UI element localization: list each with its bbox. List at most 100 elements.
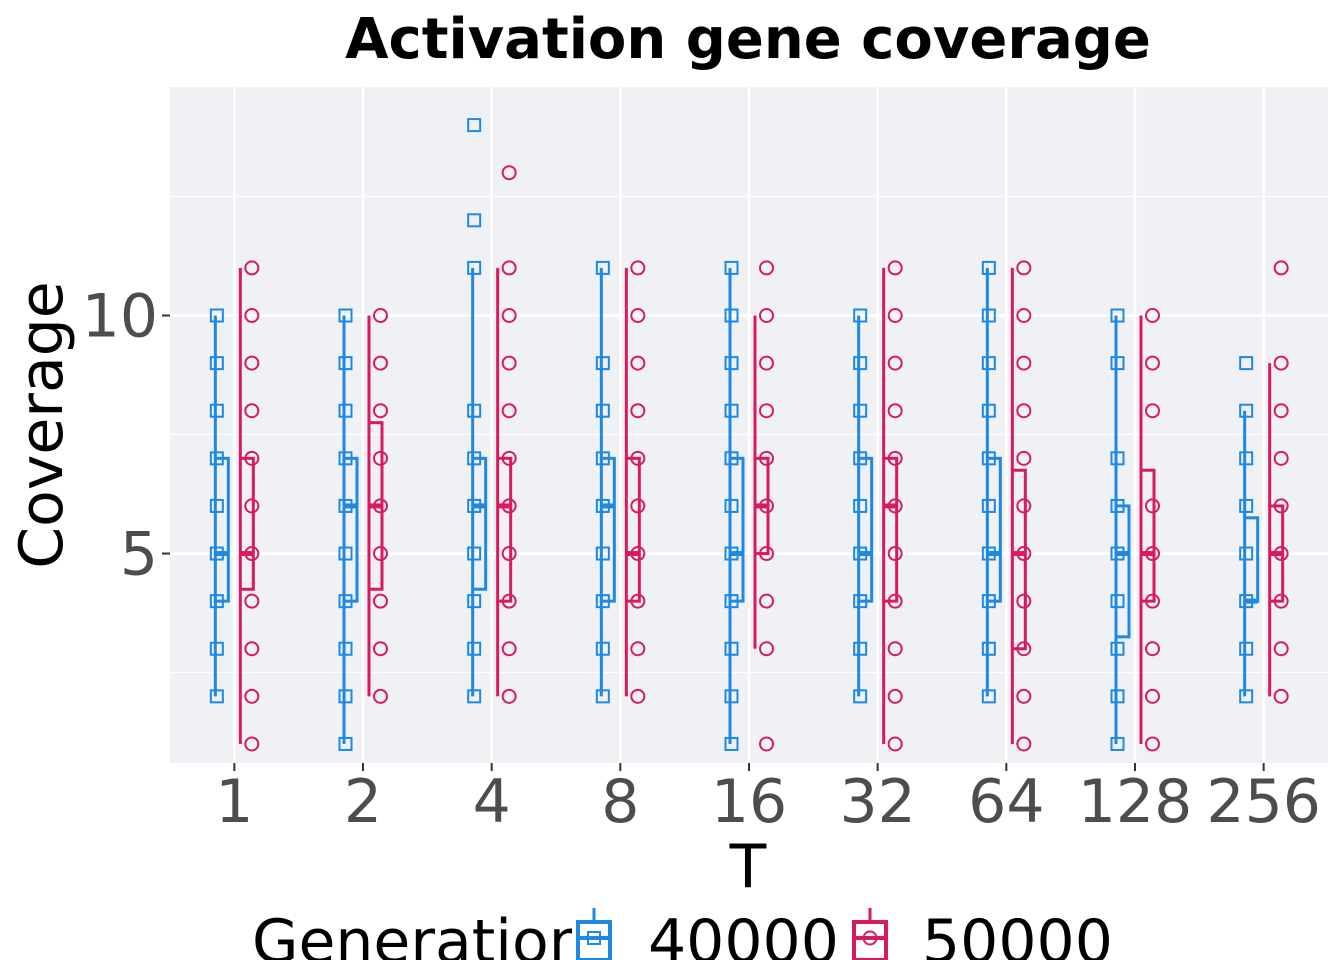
point-40000-4-8 — [467, 213, 482, 228]
point-50000-4-6 — [501, 403, 517, 419]
point-40000-1-5 — [209, 451, 224, 466]
point-40000-128-1 — [1110, 689, 1125, 704]
point-50000-16-7 — [759, 355, 774, 371]
y-tick-label-10: 10 — [82, 282, 158, 352]
point-40000-16-5 — [724, 498, 739, 513]
point-40000-64-2 — [981, 594, 996, 609]
legend-item-40000: 40000 — [572, 907, 839, 960]
point-50000-8-9 — [630, 260, 646, 276]
point-40000-8-8 — [595, 260, 610, 275]
point-40000-128-5 — [1110, 498, 1125, 513]
point-50000-32-5 — [887, 498, 903, 514]
point-40000-64-1 — [981, 641, 996, 656]
point-50000-64-3 — [1016, 593, 1032, 609]
point-40000-2-1 — [338, 689, 353, 704]
point-50000-128-8 — [1145, 308, 1160, 324]
y-tick-label-5: 5 — [120, 520, 158, 590]
point-50000-8-0 — [630, 688, 646, 704]
point-50000-1-3 — [244, 593, 260, 609]
point-40000-16-1 — [724, 689, 739, 704]
x-tick-label-8: 8 — [601, 767, 639, 837]
legend-item-50000: 50000 — [848, 907, 1113, 960]
point-50000-8-3 — [630, 546, 646, 562]
point-50000-2-7 — [373, 355, 388, 371]
point-50000-1-2 — [244, 641, 260, 657]
point-40000-8-1 — [595, 641, 610, 656]
point-40000-16-10 — [724, 260, 739, 275]
point-40000-32-8 — [853, 308, 868, 323]
point-50000-4-7 — [501, 355, 517, 371]
x-tick-label-16: 16 — [711, 767, 787, 837]
point-40000-256-5 — [1239, 451, 1254, 466]
x-tick-label-64: 64 — [968, 767, 1044, 837]
point-50000-64-6 — [1016, 450, 1032, 466]
point-50000-16-3 — [759, 546, 774, 562]
point-40000-64-6 — [981, 403, 996, 418]
point-40000-16-0 — [724, 736, 739, 751]
point-50000-16-4 — [759, 498, 774, 514]
point-40000-32-3 — [853, 546, 868, 561]
point-40000-8-2 — [595, 594, 610, 609]
point-40000-1-4 — [209, 498, 224, 513]
point-40000-256-1 — [1239, 641, 1254, 656]
point-50000-1-0 — [244, 736, 260, 752]
point-40000-2-3 — [338, 594, 353, 609]
point-50000-2-6 — [373, 403, 388, 419]
box-50000-32 — [882, 456, 899, 603]
point-50000-64-4 — [1016, 546, 1032, 562]
point-50000-4-8 — [501, 308, 517, 324]
point-50000-256-1 — [1273, 641, 1289, 657]
point-40000-4-9 — [467, 118, 482, 133]
legend-key-box-40000 — [576, 920, 612, 960]
point-40000-1-8 — [209, 308, 224, 323]
point-50000-64-10 — [1016, 260, 1032, 276]
point-50000-8-7 — [630, 355, 646, 371]
point-50000-4-2 — [501, 593, 517, 609]
point-50000-32-4 — [887, 546, 903, 562]
point-40000-8-4 — [595, 498, 610, 513]
box-50000-4 — [496, 456, 513, 603]
point-40000-32-1 — [853, 641, 868, 656]
point-40000-16-4 — [724, 546, 739, 561]
box-50000-1 — [238, 456, 255, 591]
point-40000-32-2 — [853, 594, 868, 609]
point-40000-64-4 — [981, 498, 996, 513]
point-50000-16-8 — [759, 308, 774, 324]
point-50000-2-3 — [373, 546, 388, 562]
point-40000-256-6 — [1239, 403, 1254, 418]
point-40000-32-5 — [853, 451, 868, 466]
legend-label-40000: 40000 — [648, 907, 839, 960]
point-40000-64-7 — [981, 356, 996, 371]
point-50000-1-1 — [244, 688, 260, 704]
point-40000-256-7 — [1239, 356, 1254, 371]
point-50000-16-9 — [759, 260, 774, 276]
point-50000-32-3 — [887, 593, 903, 609]
point-50000-256-2 — [1273, 593, 1289, 609]
point-50000-2-0 — [373, 688, 388, 704]
point-40000-2-8 — [338, 356, 353, 371]
chart-title: Activation gene coverage — [345, 7, 1151, 72]
x-axis-title: T — [729, 832, 767, 902]
point-40000-32-4 — [853, 498, 868, 513]
point-40000-2-0 — [338, 736, 353, 751]
point-50000-64-7 — [1016, 403, 1032, 419]
point-50000-32-0 — [887, 736, 903, 752]
series-50000 — [238, 165, 1289, 752]
boxes — [209, 118, 1289, 752]
x-axis: 1 2 4 8 16 32 64 128 256 — [215, 763, 1321, 837]
point-40000-8-5 — [595, 451, 610, 466]
point-50000-16-1 — [759, 641, 774, 657]
legend-key-box-50000 — [852, 920, 888, 960]
point-40000-2-5 — [338, 498, 353, 513]
legend-key-marker-50000 — [862, 930, 878, 946]
point-50000-128-2 — [1145, 641, 1160, 657]
point-50000-32-10 — [887, 260, 903, 276]
x-tick-label-4: 4 — [473, 767, 511, 837]
point-50000-128-3 — [1145, 593, 1160, 609]
point-40000-4-4 — [467, 498, 482, 513]
point-40000-16-9 — [724, 308, 739, 323]
point-40000-128-8 — [1110, 308, 1125, 323]
point-50000-8-4 — [630, 498, 646, 514]
point-40000-4-1 — [467, 641, 482, 656]
